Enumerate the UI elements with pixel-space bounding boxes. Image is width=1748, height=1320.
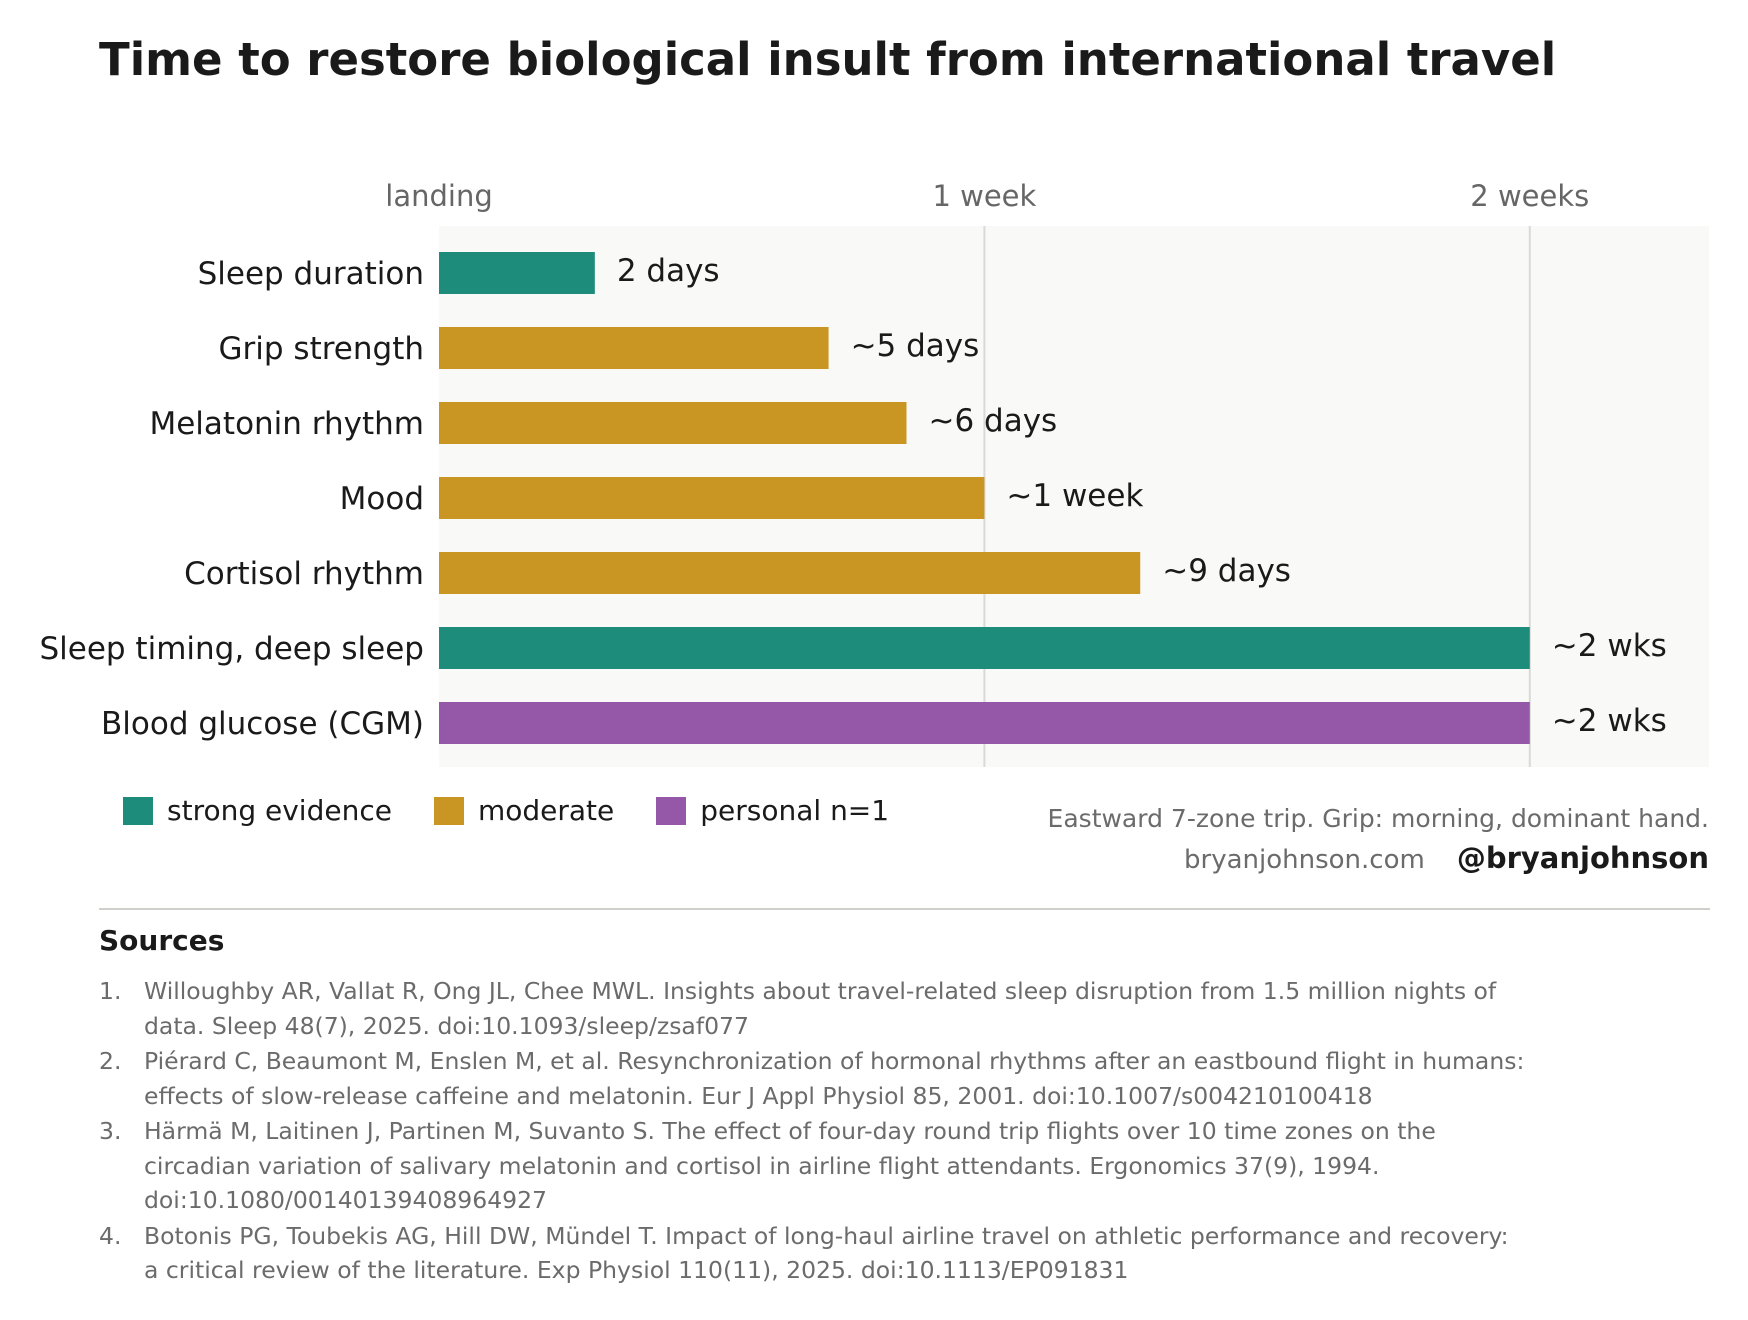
bar-chart: landing 1 week 2 weeks Sleep duration Grip … xyxy=(39,179,1667,767)
legend-item: personal n=1 xyxy=(656,794,889,827)
legend-swatch xyxy=(123,796,153,825)
category-label: Sleep duration xyxy=(198,256,424,292)
legend-label: moderate xyxy=(477,794,615,827)
source-item: 4. Botonis PG, Toubekis AG, Hill DW, Münd… xyxy=(99,1219,1529,1288)
sources-heading: Sources xyxy=(99,924,225,957)
source-number: 1. xyxy=(99,977,122,1005)
bar xyxy=(439,402,907,444)
category-label: Blood glucose (CGM) xyxy=(101,706,424,742)
x-axis-ticks: landing 1 week 2 weeks xyxy=(385,179,1589,213)
bar xyxy=(439,327,829,369)
divider xyxy=(99,908,1710,910)
site-link[interactable]: bryanjohnson.com xyxy=(1184,845,1425,875)
category-label: Sleep timing, deep sleep xyxy=(39,631,424,667)
x-tick-label: landing xyxy=(385,179,492,213)
legend-swatch xyxy=(656,796,687,825)
legend-swatch xyxy=(433,796,464,825)
data-label: ~1 week xyxy=(1006,478,1143,514)
author-handle[interactable]: @bryanjohnson xyxy=(1456,841,1709,875)
data-label: ~9 days xyxy=(1162,553,1291,589)
category-label: Melatonin rhythm xyxy=(149,406,424,442)
bar xyxy=(439,627,1530,669)
x-tick-label: 1 week xyxy=(932,179,1036,213)
category-label: Cortisol rhythm xyxy=(184,556,424,592)
source-item: 2. Piérard C, Beaumont M, Enslen M, et al… xyxy=(99,1044,1529,1113)
legend-label: strong evidence xyxy=(167,794,392,827)
chart-note: Eastward 7-zone trip. Grip: morning, dom… xyxy=(1047,804,1709,833)
data-label: ~6 days xyxy=(928,403,1057,439)
bar xyxy=(439,252,595,294)
source-item: 1. Willoughby AR, Vallat R, Ong JL, Chee … xyxy=(99,974,1529,1043)
legend-item: moderate xyxy=(433,794,615,827)
source-citation: Willoughby AR, Vallat R, Ong JL, Chee MW… xyxy=(144,977,1497,1040)
data-label: ~5 days xyxy=(851,328,980,364)
source-number: 2. xyxy=(99,1047,122,1075)
category-labels: Sleep duration Grip strength Melatonin rhy… xyxy=(39,256,424,742)
data-label: ~2 wks xyxy=(1552,703,1667,739)
source-number: 4. xyxy=(99,1221,122,1250)
source-citation: Piérard C, Beaumont M, Enslen M, et al. … xyxy=(144,1047,1525,1110)
source-item: 3. Härmä M, Laitinen J, Partinen M, Suvan… xyxy=(99,1114,1529,1218)
legend-label: personal n=1 xyxy=(700,794,890,827)
source-number: 3. xyxy=(99,1117,122,1145)
legend: strong evidence moderate personal n=1 xyxy=(123,794,931,827)
bars xyxy=(439,252,1530,744)
data-label: ~2 wks xyxy=(1552,628,1667,664)
legend-item: strong evidence xyxy=(123,794,392,827)
source-citation: Botonis PG, Toubekis AG, Hill DW, Mündel… xyxy=(144,1221,1509,1285)
bar xyxy=(439,552,1141,594)
bar xyxy=(439,477,985,519)
data-labels: 2 days ~5 days ~6 days ~1 week ~9 days ~2 wks… xyxy=(617,253,1667,739)
category-label: Grip strength xyxy=(219,331,424,367)
category-label: Mood xyxy=(340,481,424,517)
chart-title: Time to restore biological insult from i… xyxy=(99,33,1557,86)
data-label: 2 days xyxy=(617,253,720,289)
sources-list: 1. Willoughby AR, Vallat R, Ong JL, Chee … xyxy=(99,974,1529,1289)
credit: bryanjohnson.com @bryanjohnson xyxy=(1184,841,1709,875)
source-citation: Härmä M, Laitinen J, Partinen M, Suvanto… xyxy=(144,1117,1436,1214)
x-tick-label: 2 weeks xyxy=(1470,179,1589,213)
bar xyxy=(439,702,1530,744)
